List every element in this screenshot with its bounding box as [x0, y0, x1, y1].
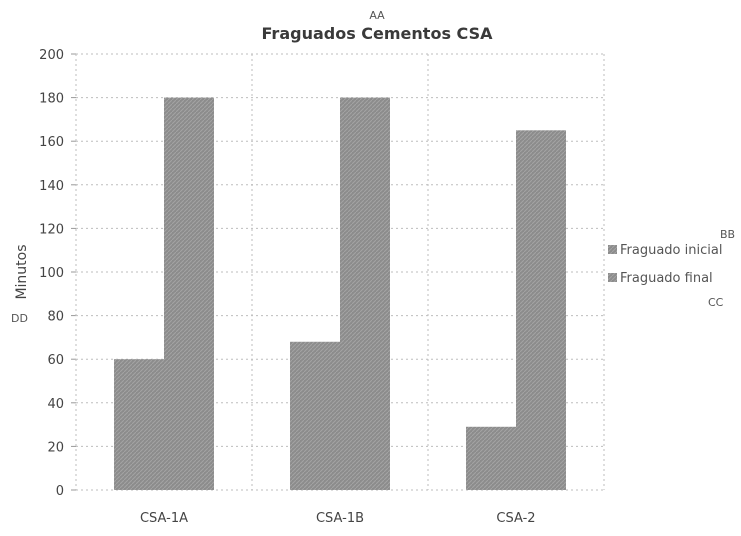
- y-tick-label: 180: [39, 92, 64, 107]
- bar-csa-1b-final: [340, 97, 390, 490]
- bar-csa-2-final: [516, 130, 566, 491]
- bars: [114, 97, 566, 491]
- annotation-aa: AA: [369, 9, 385, 22]
- x-tick-label: CSA-1A: [140, 511, 188, 526]
- y-tick-label: 80: [47, 310, 64, 325]
- legend-swatch: [608, 273, 617, 282]
- x-tick-label: CSA-1B: [316, 511, 364, 526]
- y-axis-label: Minutos: [14, 244, 30, 299]
- y-tick-label: 200: [39, 48, 64, 63]
- y-tick-label: 140: [39, 179, 64, 194]
- y-tick-label: 60: [47, 353, 64, 368]
- y-tick-label: 100: [39, 266, 64, 281]
- bar-csa-1b-inicial: [290, 341, 340, 490]
- annotation-bb: BB: [720, 228, 735, 241]
- y-tick-label: 0: [56, 484, 64, 499]
- y-tick-label: 120: [39, 222, 64, 237]
- bar-csa-2-inicial: [466, 426, 516, 490]
- bar-csa-1a-inicial: [114, 359, 164, 490]
- legend-label: Fraguado inicial: [620, 243, 722, 258]
- x-axis-tick-labels: CSA-1A CSA-1B CSA-2: [140, 511, 536, 526]
- legend: Fraguado inicial Fraguado final: [608, 243, 722, 286]
- y-axis-tick-labels: 0 20 40 60 80 100 120 140 160 180 200: [39, 48, 64, 499]
- legend-swatch: [608, 245, 617, 254]
- y-tick-label: 160: [39, 135, 64, 150]
- x-tick-label: CSA-2: [496, 511, 535, 526]
- annotation-dd: DD: [11, 312, 28, 325]
- y-tick-label: 40: [47, 397, 64, 412]
- annotation-cc: CC: [708, 296, 724, 309]
- chart-title: Fraguados Cementos CSA: [262, 24, 494, 43]
- legend-label: Fraguado final: [620, 271, 713, 286]
- bar-csa-1a-final: [164, 97, 214, 490]
- y-tick-label: 20: [47, 440, 64, 455]
